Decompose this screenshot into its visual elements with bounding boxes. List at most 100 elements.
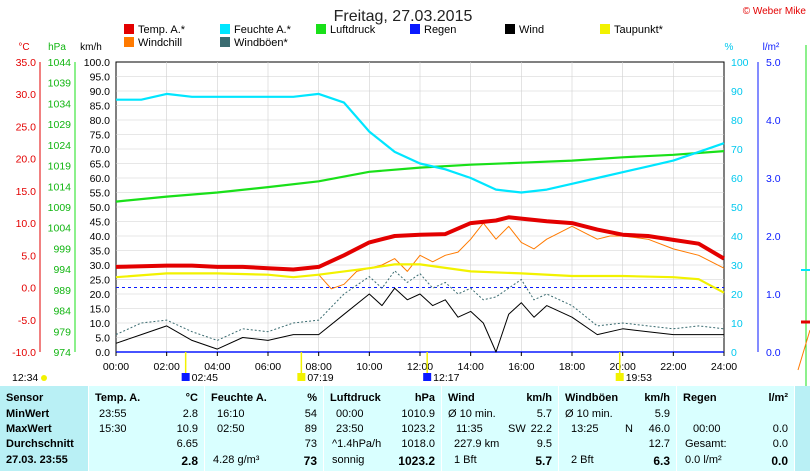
- humidity-avg-value: 73: [304, 438, 317, 450]
- sun-events: 12:34 02:45 07:19 12:17 19:53: [12, 352, 652, 384]
- wind-max-time: 11:35: [456, 423, 483, 435]
- axis-tick-label: 25.0: [90, 275, 111, 287]
- noon-icon: [423, 373, 432, 381]
- legend-swatch: [124, 24, 134, 34]
- axis-tick-label: 5.0: [766, 57, 781, 69]
- rain-header: Regen: [683, 392, 717, 404]
- wind-avg10-value: 5.7: [536, 408, 552, 420]
- legend-swatch: [220, 37, 230, 47]
- x-axis: 00:00 02:00 04:00 06:00 08:00 10:00 12:00 14:00…: [103, 352, 737, 373]
- axis-tick-label: 40.0: [90, 231, 111, 243]
- humidity-current-value: 73: [303, 454, 317, 468]
- axis-tick-label: 65.0: [90, 159, 111, 171]
- pressure-avg-value: 1018.0: [401, 438, 435, 450]
- humidity-column: Feuchte A. % 16:10 54 02:50 89 73 4.28 g…: [205, 386, 323, 471]
- wind-max-dir: SW: [508, 423, 526, 435]
- axis-unit-label: km/h: [80, 42, 102, 53]
- axis-tick-label: 3.0: [766, 173, 781, 185]
- x-tick-label: 16:00: [508, 361, 534, 373]
- gust-column: Windböen km/h Ø 10 min. 5.9 13:25 N 46.0…: [559, 386, 676, 471]
- axis-tick-label: 15.0: [90, 304, 111, 316]
- rain-column: Regen l/m² 00:00 0.0 Gesamt: 0.0 0.0 l/m…: [677, 386, 794, 471]
- legend-label: Windböen*: [234, 37, 289, 49]
- axis-tick-label: 15.0: [16, 186, 37, 198]
- axis-tick-label: 40: [731, 231, 743, 243]
- dawn-icon: [297, 373, 306, 381]
- axis-tick-label: 50.0: [90, 202, 111, 214]
- legend-label: Regen: [424, 24, 456, 36]
- axis-tick-label: 5.0: [95, 333, 110, 345]
- forecast-text: sonnig: [332, 454, 365, 466]
- gust-current-value: 6.3: [653, 454, 670, 468]
- axis-tick-label: 35.0: [16, 57, 37, 69]
- axis-tick-label: 60.0: [90, 173, 111, 185]
- rain-total-value: 0.0: [772, 438, 788, 450]
- axis-tick-label: 20.0: [90, 289, 111, 301]
- humidity-max-value: 89: [304, 423, 317, 435]
- rain-max-time: 00:00: [693, 423, 721, 435]
- gust-max-value: 46.0: [648, 423, 670, 435]
- wind-avg10-label: Ø 10 min.: [448, 408, 496, 420]
- rain-max-value: 0.0: [772, 423, 788, 435]
- series-line-windb-en: [115, 270, 725, 341]
- series-line-luftdruck: [115, 150, 725, 203]
- axis-tick-label: 1044: [48, 57, 72, 69]
- chart-title: Freitag, 27.03.2015: [334, 8, 473, 25]
- legend-label: Windchill: [138, 37, 182, 49]
- axis-unit-label: l/m²: [763, 42, 780, 53]
- axis-tick-label: 984: [53, 306, 71, 318]
- axis-tick-label: 45.0: [90, 217, 111, 229]
- axis-tick-label: 0.0: [95, 347, 110, 359]
- axis-tick-label: 80.0: [90, 115, 111, 127]
- rain-unit: l/m²: [768, 392, 788, 404]
- series-line-temp-a: [115, 215, 726, 272]
- humidity-unit: %: [307, 392, 317, 404]
- temp-max-value: 10.9: [176, 423, 198, 435]
- axis-tick-label: 85.0: [90, 101, 111, 113]
- stats-table: Sensor MinWert MaxWert Durchschnitt 27.0…: [0, 386, 810, 471]
- credit-text: © Weber Mike: [743, 6, 807, 17]
- legend: Temp. A.* Feuchte A.* Luftdruck Regen Wind Ta…: [124, 24, 664, 49]
- axis-tick-label: 979: [53, 326, 71, 338]
- axis-tick-label: 80: [731, 115, 743, 127]
- axes: °C hPa km/h% l/m² 35.0 30.0 25.0 20.0 15.0 10.0 5.…: [12, 42, 781, 359]
- x-tick-label: 08:00: [306, 361, 332, 373]
- axis-tick-label: 1039: [48, 78, 72, 90]
- pressure-min-time: 00:00: [336, 408, 364, 420]
- wind-avg-value: 9.5: [536, 438, 552, 450]
- axis-tick-label: 70.0: [90, 144, 111, 156]
- x-tick-label: 02:00: [154, 361, 180, 373]
- humidity-header: Feuchte A.: [211, 392, 267, 404]
- x-tick-label: 06:00: [255, 361, 281, 373]
- axis-tick-label: 70: [731, 144, 743, 156]
- axis-unit-label: hPa: [48, 42, 66, 53]
- pressure-trend: ^1.4hPa/h: [332, 438, 382, 450]
- axis-tick-label: 90.0: [90, 86, 111, 98]
- axis-tick-label: 0.0: [21, 283, 36, 295]
- gust-avg10-label: Ø 10 min.: [565, 408, 613, 420]
- pressure-max-value: 1023.2: [401, 423, 435, 435]
- axis-tick-label: 994: [53, 264, 71, 276]
- axis-tick-label: 1029: [48, 119, 72, 131]
- x-tick-label: 20:00: [610, 361, 636, 373]
- gust-unit: km/h: [644, 392, 670, 404]
- legend-swatch: [410, 24, 420, 34]
- temp-current-value: 2.8: [181, 454, 198, 468]
- temp-unit: °C: [185, 392, 198, 404]
- pressure-column: Luftdruck hPa 00:00 1010.9 23:50 1023.2 …: [324, 386, 441, 471]
- wind-max-value: 22.2: [530, 423, 552, 435]
- temp-column: Temp. A. °C 23:55 2.8 15:30 10.9 6.65 2.…: [89, 386, 204, 471]
- grid: [116, 62, 724, 352]
- sensor-header: Sensor: [6, 392, 44, 404]
- axis-tick-label: 20.0: [16, 154, 37, 166]
- axis-tick-label: 30.0: [90, 260, 111, 272]
- axis-tick-label: 50: [731, 202, 743, 214]
- axis-tick-label: 30: [731, 260, 743, 272]
- sun-icon: [41, 375, 47, 381]
- sunrise-time: 02:45: [192, 372, 218, 384]
- sunset-icon: [615, 373, 624, 381]
- axis-tick-label: 1024: [48, 140, 72, 152]
- axis-tick-label: 1019: [48, 161, 72, 173]
- legend-label: Feuchte A.*: [234, 24, 292, 36]
- series-line-feuchte-a: [116, 92, 725, 194]
